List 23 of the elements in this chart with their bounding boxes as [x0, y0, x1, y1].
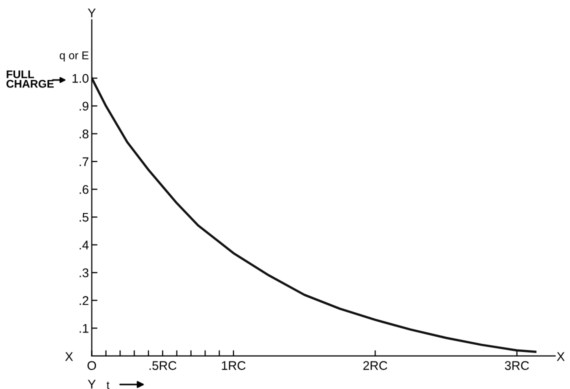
x-tick-label: 2RC [363, 361, 388, 370]
text: X [65, 352, 73, 361]
line-series [92, 77, 536, 353]
y-tick-label: .1 [80, 324, 88, 333]
y-tick-label: .6 [80, 185, 88, 194]
x-tick-label: 1RC [222, 361, 246, 370]
x-tick-label: 3RC [504, 361, 529, 370]
y-tick-label: .8 [80, 130, 88, 138]
y-tick-label: .7 [80, 157, 88, 166]
text: X [556, 352, 565, 361]
text: FULL CHARGE [6, 70, 54, 88]
x-tick-label: O [88, 361, 96, 370]
y-tick-label: .4 [80, 240, 89, 250]
text: Y [88, 380, 96, 389]
text: Y [88, 8, 96, 18]
y-tick-label: .9 [80, 102, 88, 111]
y-tick-label: 1.0 [72, 74, 89, 83]
x-axis-title: t [106, 382, 110, 389]
y-tick-label: .5 [80, 212, 88, 222]
x-tick-label: .5RC [150, 361, 176, 370]
y-tick-label: .2 [80, 296, 88, 305]
y-axis-title: q or E [60, 52, 88, 62]
y-tick-label: .3 [80, 268, 88, 278]
